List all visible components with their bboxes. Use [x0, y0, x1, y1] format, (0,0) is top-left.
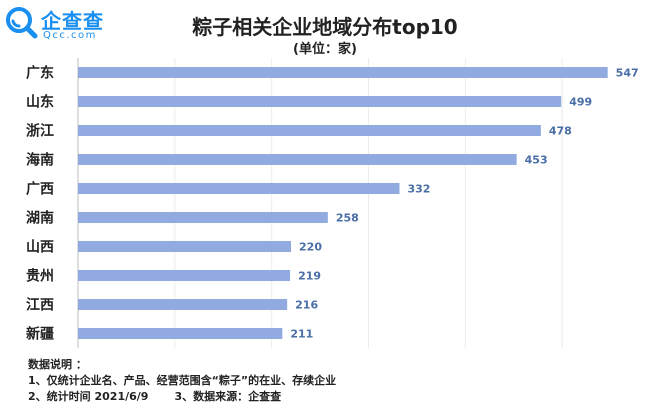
value-label-2: 478	[549, 125, 572, 138]
value-label-0: 547	[616, 67, 639, 80]
category-label-6: 山西	[26, 240, 54, 256]
data-notes: 数据说明 ： 1、仅统计企业名、产品、经营范围含“粽子”的在业、存续企业 2、统…	[28, 357, 336, 405]
category-label-8: 江西	[26, 297, 54, 314]
bar-3	[78, 154, 517, 165]
bar-chart: 广东 547 山东 499 浙江 478 海南 453 广西 332 湖南 258 山西 220 贵州 219…	[26, 58, 639, 348]
bar-5	[78, 212, 328, 223]
value-label-1: 499	[569, 96, 592, 109]
category-label-0: 广东	[26, 65, 54, 82]
value-label-9: 211	[290, 328, 313, 341]
category-label-7: 贵州	[26, 268, 54, 285]
notes-line-1: 1、仅统计企业名、产品、经营范围含“粽子”的在业、存续企业	[28, 374, 337, 387]
logo-wordmark: 企查查	[41, 9, 104, 33]
category-label-1: 山东	[26, 94, 54, 111]
category-label-5: 湖南	[26, 210, 54, 227]
bar-8	[78, 299, 288, 310]
notes-data-source: 3、数据来源：企查查	[174, 390, 282, 403]
value-label-4: 332	[407, 183, 430, 196]
chart-subtitle: (单位：家)	[293, 42, 357, 57]
logo-domain: Qcc.com	[43, 30, 97, 41]
bar-9	[78, 328, 283, 339]
value-label-6: 220	[299, 241, 322, 254]
value-label-5: 258	[336, 212, 359, 225]
category-label-9: 新疆	[26, 326, 54, 343]
bar-2	[78, 125, 541, 136]
category-label-3: 海南	[26, 152, 54, 169]
magnifier-logo-icon	[6, 7, 38, 39]
category-label-2: 浙江	[26, 123, 54, 140]
notes-heading: 数据说明 ：	[28, 358, 87, 371]
qcc-logo: 企查查 Qcc.com	[4, 5, 114, 45]
value-label-3: 453	[525, 154, 548, 167]
bar-0	[78, 67, 608, 78]
notes-line-2: 2、统计时间 2021/6/9 3、数据来源：企查查	[28, 389, 336, 405]
category-label-4: 广西	[26, 181, 54, 198]
value-label-7: 219	[298, 270, 321, 283]
bar-6	[78, 241, 292, 252]
bar-1	[78, 96, 562, 107]
value-label-8: 216	[295, 299, 318, 312]
bar-7	[78, 270, 291, 281]
notes-stat-time: 2、统计时间 2021/6/9	[28, 390, 149, 403]
bar-4	[78, 183, 400, 194]
chart-title: 粽子相关企业地域分布top10	[192, 15, 458, 39]
